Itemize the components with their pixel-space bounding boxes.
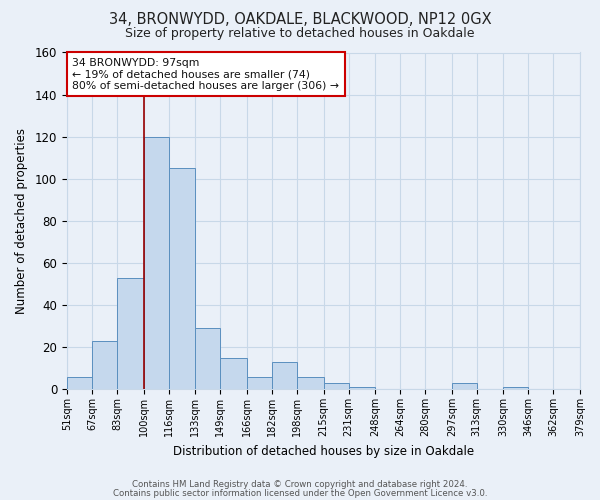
Bar: [67, 376, 92, 389]
Bar: [247, 376, 272, 389]
Bar: [117, 278, 143, 389]
Bar: [169, 168, 195, 389]
Text: 34, BRONWYDD, OAKDALE, BLACKWOOD, NP12 0GX: 34, BRONWYDD, OAKDALE, BLACKWOOD, NP12 0…: [109, 12, 491, 28]
Bar: [143, 136, 169, 389]
Bar: [92, 341, 117, 389]
Bar: [297, 376, 323, 389]
Bar: [323, 383, 349, 389]
Bar: [195, 328, 220, 389]
Text: Size of property relative to detached houses in Oakdale: Size of property relative to detached ho…: [125, 28, 475, 40]
Bar: [272, 362, 297, 389]
Text: Contains HM Land Registry data © Crown copyright and database right 2024.: Contains HM Land Registry data © Crown c…: [132, 480, 468, 489]
Bar: [349, 387, 375, 389]
Y-axis label: Number of detached properties: Number of detached properties: [15, 128, 28, 314]
Text: Contains public sector information licensed under the Open Government Licence v3: Contains public sector information licen…: [113, 488, 487, 498]
Bar: [220, 358, 247, 389]
Bar: [452, 383, 477, 389]
Bar: [503, 387, 529, 389]
X-axis label: Distribution of detached houses by size in Oakdale: Distribution of detached houses by size …: [173, 444, 474, 458]
Text: 34 BRONWYDD: 97sqm
← 19% of detached houses are smaller (74)
80% of semi-detache: 34 BRONWYDD: 97sqm ← 19% of detached hou…: [72, 58, 339, 90]
